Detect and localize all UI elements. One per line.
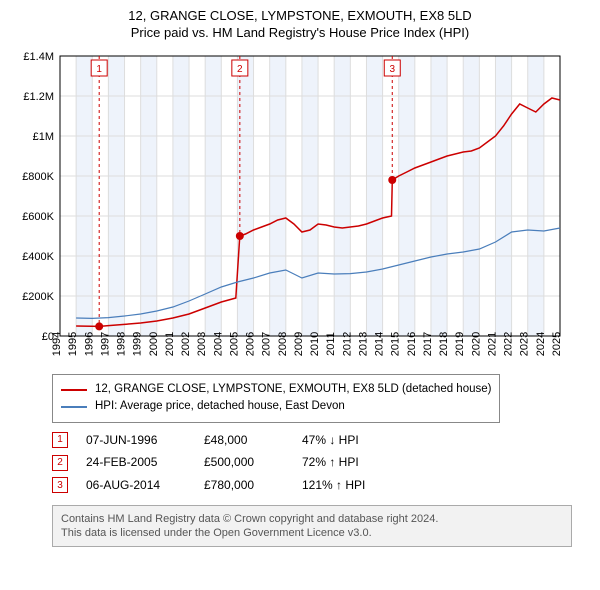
sale-delta: 121% ↑ HPI (302, 474, 402, 497)
svg-text:2022: 2022 (503, 332, 515, 356)
svg-text:2021: 2021 (486, 332, 498, 356)
svg-text:£600K: £600K (22, 211, 54, 223)
svg-text:2003: 2003 (196, 332, 208, 356)
svg-text:£1.4M: £1.4M (23, 51, 54, 63)
svg-text:2017: 2017 (422, 332, 434, 356)
line-chart-svg: £0£200K£400K£600K£800K£1M£1.2M£1.4M19941… (10, 46, 570, 366)
svg-text:2005: 2005 (228, 332, 240, 356)
svg-text:2008: 2008 (277, 332, 289, 356)
sale-price: £48,000 (204, 429, 284, 452)
svg-text:2020: 2020 (470, 332, 482, 356)
svg-text:2018: 2018 (438, 332, 450, 356)
table-row: 3 06-AUG-2014 £780,000 121% ↑ HPI (52, 474, 590, 497)
legend-item-hpi: HPI: Average price, detached house, East… (61, 398, 491, 415)
svg-text:2013: 2013 (357, 332, 369, 356)
chart-container: 12, GRANGE CLOSE, LYMPSTONE, EXMOUTH, EX… (0, 0, 600, 555)
sale-delta: 47% ↓ HPI (302, 429, 402, 452)
svg-text:2000: 2000 (148, 332, 160, 356)
svg-text:1994: 1994 (51, 332, 63, 356)
legend-swatch-hpi (61, 406, 87, 408)
svg-text:2009: 2009 (293, 332, 305, 356)
svg-text:3: 3 (389, 64, 395, 75)
svg-text:£800K: £800K (22, 171, 54, 183)
svg-text:1997: 1997 (99, 332, 111, 356)
sale-date: 24-FEB-2005 (86, 451, 186, 474)
svg-text:1999: 1999 (132, 332, 144, 356)
sale-marker-2: 2 (52, 455, 68, 471)
chart-area: £0£200K£400K£600K£800K£1M£1.2M£1.4M19941… (10, 46, 590, 366)
svg-text:2025: 2025 (551, 332, 563, 356)
svg-text:2004: 2004 (212, 332, 224, 356)
sale-marker-1: 1 (52, 432, 68, 448)
legend-item-property: 12, GRANGE CLOSE, LYMPSTONE, EXMOUTH, EX… (61, 381, 491, 398)
sale-delta: 72% ↑ HPI (302, 451, 402, 474)
svg-text:1996: 1996 (83, 332, 95, 356)
svg-text:2024: 2024 (535, 332, 547, 356)
svg-text:£1.2M: £1.2M (23, 91, 54, 103)
footer-attribution: Contains HM Land Registry data © Crown c… (52, 505, 572, 548)
svg-text:2019: 2019 (454, 332, 466, 356)
svg-text:2015: 2015 (390, 332, 402, 356)
svg-text:2002: 2002 (180, 332, 192, 356)
svg-text:2023: 2023 (519, 332, 531, 356)
svg-text:2007: 2007 (261, 332, 273, 356)
svg-text:1998: 1998 (116, 332, 128, 356)
sale-date: 07-JUN-1996 (86, 429, 186, 452)
svg-text:2010: 2010 (309, 332, 321, 356)
svg-text:£1M: £1M (33, 131, 54, 143)
svg-text:1: 1 (96, 64, 102, 75)
footer-line1: Contains HM Land Registry data © Crown c… (61, 512, 563, 526)
sale-marker-3: 3 (52, 477, 68, 493)
sales-table: 1 07-JUN-1996 £48,000 47% ↓ HPI 2 24-FEB… (52, 429, 590, 497)
svg-text:2016: 2016 (406, 332, 418, 356)
sale-price: £780,000 (204, 474, 284, 497)
svg-text:2014: 2014 (374, 332, 386, 356)
sale-date: 06-AUG-2014 (86, 474, 186, 497)
table-row: 2 24-FEB-2005 £500,000 72% ↑ HPI (52, 451, 590, 474)
legend: 12, GRANGE CLOSE, LYMPSTONE, EXMOUTH, EX… (52, 374, 500, 423)
table-row: 1 07-JUN-1996 £48,000 47% ↓ HPI (52, 429, 590, 452)
svg-text:£200K: £200K (22, 291, 54, 303)
legend-swatch-property (61, 389, 87, 391)
svg-text:1995: 1995 (67, 332, 79, 356)
sale-price: £500,000 (204, 451, 284, 474)
title-block: 12, GRANGE CLOSE, LYMPSTONE, EXMOUTH, EX… (10, 8, 590, 40)
svg-text:2: 2 (237, 64, 243, 75)
legend-label-hpi: HPI: Average price, detached house, East… (95, 398, 345, 415)
footer-line2: This data is licensed under the Open Gov… (61, 526, 563, 540)
title-address: 12, GRANGE CLOSE, LYMPSTONE, EXMOUTH, EX… (10, 8, 590, 23)
legend-label-property: 12, GRANGE CLOSE, LYMPSTONE, EXMOUTH, EX… (95, 381, 491, 398)
svg-text:£400K: £400K (22, 251, 54, 263)
title-subtitle: Price paid vs. HM Land Registry's House … (10, 25, 590, 40)
svg-text:2006: 2006 (245, 332, 257, 356)
svg-text:2012: 2012 (341, 332, 353, 356)
svg-text:2001: 2001 (164, 332, 176, 356)
